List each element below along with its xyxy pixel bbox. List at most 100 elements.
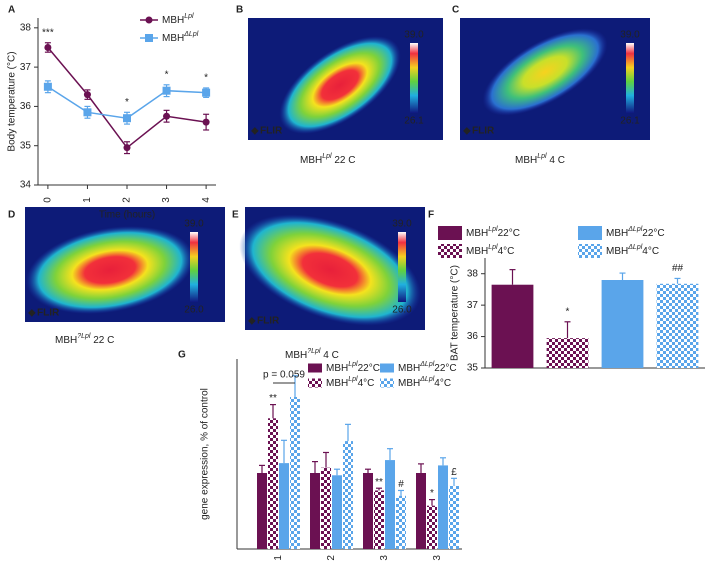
superscript: ΔLpl [419,361,434,368]
animal-heat [279,36,401,134]
legend-label: MBHΔLpl4°C [398,376,451,388]
superscript: Lpl [488,244,498,251]
bar [343,441,353,549]
text-part: MBH [285,350,307,361]
marker [123,114,131,123]
flir-logo: FLIR [260,126,283,137]
superscript: ?Lpl [77,333,91,340]
legend-swatch [308,378,322,388]
annotation: * [430,488,434,499]
annotation: * [165,69,169,80]
marker [202,88,211,97]
x-tick-label: UCP2 [326,555,337,561]
text-part: MBH [162,15,184,26]
bar [449,485,459,549]
legend-marker [145,34,153,42]
flir-icon: ◆ [463,126,471,137]
annotation: * [125,97,129,108]
superscript: ΔLpl [183,31,198,38]
text-part: 22 C [332,155,356,166]
scale-max: 39.0 [620,30,640,41]
superscript: Lpl [184,13,194,20]
legend-marker [145,16,153,24]
bar [601,280,644,368]
temperature-scale [626,43,634,113]
legend-label: MBHΔLpl22°C [398,361,457,373]
legend-swatch [578,244,602,258]
text-part: MBH [606,246,628,257]
marker [163,112,171,120]
y-tick-label: 37 [467,300,479,311]
flir-logo: FLIR [257,316,280,327]
animal-heat [239,214,421,326]
flir-logo: FLIR [37,308,60,319]
superscript: Lpl [537,153,547,160]
text-part: 22°C [358,363,380,374]
image-caption: MBHLpl 22 C [300,153,355,165]
text-part: 22 C [90,335,114,346]
x-tick-label: 4 [201,197,212,203]
bar [416,473,426,549]
bar [310,473,320,549]
superscript: Lpl [488,226,498,233]
annotation: £ [451,467,457,478]
scale-min: 26.1 [404,116,424,127]
bar [546,338,589,368]
y-tick-label: 38 [20,22,32,33]
bar [374,490,384,549]
annotation: ** [269,393,277,404]
text-part: MBH [515,155,537,166]
marker [83,108,92,117]
text-part: MBH [326,363,348,374]
annotation: * [566,306,570,317]
legend-label: MBHΔLpl [162,31,199,43]
text-part: 22°C [642,228,664,239]
y-axis-label: gene expression, % of control [200,388,211,520]
y-axis-label: Body temperature (°C) [7,51,18,151]
marker [83,91,91,99]
x-tick-label: UCP3 [379,555,390,561]
image-caption: MBHLpl 4 C [515,153,565,165]
panel-letter: D [8,210,15,221]
y-tick-label: 35 [20,140,32,151]
text-part: MBH [162,33,184,44]
legend-swatch [308,363,322,373]
temperature-scale [398,232,406,302]
x-tick-label: 0 [43,197,54,203]
bar [321,467,331,549]
text-part: 22°C [434,363,456,374]
text-part: 4 C [547,155,565,166]
panel-letter: G [178,350,186,361]
bar [257,473,267,549]
panel-letter: C [452,5,459,16]
scale-max: 39.0 [184,219,204,230]
x-tick-label: 3 [161,197,172,203]
scale-min: 26.1 [620,116,640,127]
superscript: ΔLpl [627,244,642,251]
bar [491,284,534,368]
superscript: Lpl [348,361,358,368]
text-part: MBH [466,246,488,257]
text-part: 4 C [320,350,338,361]
marker [123,144,131,152]
panel-letter: A [8,5,15,16]
temperature-scale [410,43,418,113]
text-part: MBH [326,378,348,389]
legend-swatch [380,363,394,373]
y-axis-label: BAT temperature (°C) [450,265,461,361]
y-tick-label: 34 [20,180,32,191]
scale-max: 39.0 [404,30,424,41]
y-tick-label: 38 [467,268,479,279]
annotation: * [204,73,208,84]
text-part: 22°C [498,228,520,239]
bar [396,495,406,549]
flir-icon: ◆ [248,316,256,327]
text-part: MBH [606,228,628,239]
panel-letter: B [236,5,243,16]
bar [268,418,278,549]
marker [162,86,171,95]
text-part: 4°C [358,378,375,389]
y-tick-label: 36 [20,101,32,112]
annotation: *** [42,27,54,38]
